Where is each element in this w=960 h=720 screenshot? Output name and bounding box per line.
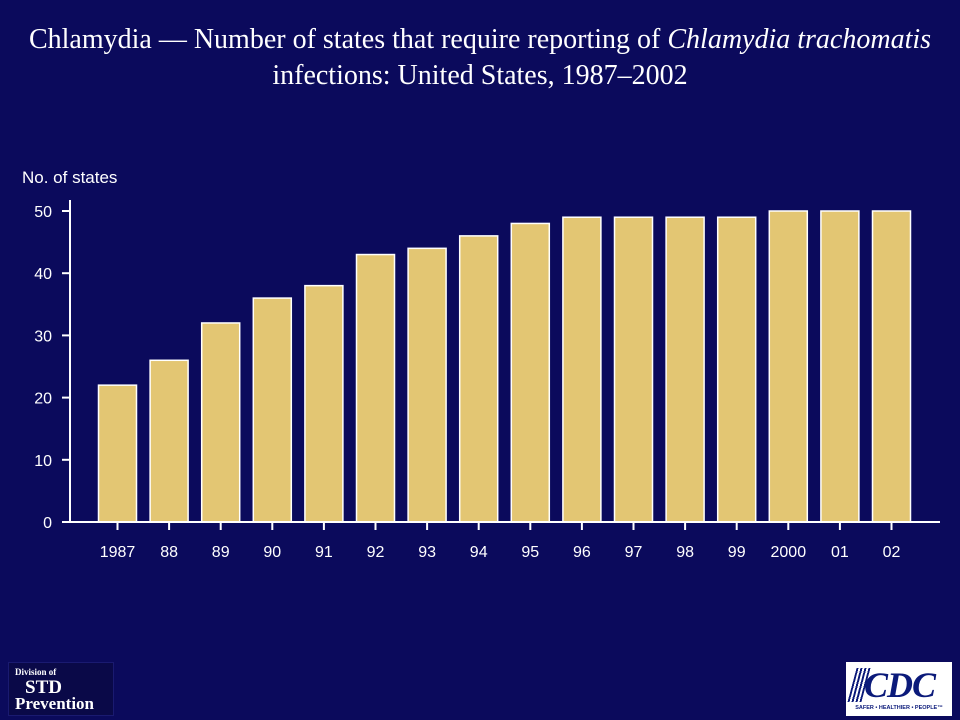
x-tick-label-95: 95	[521, 544, 539, 561]
bar-98	[665, 216, 705, 523]
x-tick-label-2000: 2000	[771, 544, 807, 561]
x-tick-label-99: 99	[728, 544, 746, 561]
bar-96	[562, 216, 602, 523]
bar-93	[407, 247, 447, 523]
bar-1987	[97, 384, 138, 523]
x-tick-label-97: 97	[625, 544, 643, 561]
y-tick-label-30: 30	[34, 328, 52, 345]
cdc-logo: CDC SAFER • HEALTHIER • PEOPLE™	[846, 662, 952, 716]
y-tick-label-0: 0	[43, 515, 52, 532]
title-text-1: Chlamydia — Number of states that requir…	[28, 24, 668, 55]
chart-title: Chlamydia — Number of states that requir…	[20, 22, 940, 94]
x-tick-label-96: 96	[573, 544, 591, 561]
x-tick-label-01: 01	[831, 544, 849, 561]
bar-01	[820, 210, 860, 523]
title-text-2: infections: United States, 1987–2002	[272, 60, 688, 91]
bar-91	[304, 284, 344, 523]
logo-line-prevention: Prevention	[15, 694, 95, 713]
bar-94	[458, 235, 499, 523]
x-tick-label-91: 91	[315, 544, 333, 561]
logo-line-std: STD	[25, 677, 62, 698]
bar-99	[716, 216, 757, 523]
bar-88	[149, 359, 189, 523]
bar-89	[200, 322, 241, 523]
x-tick-label-88: 88	[160, 544, 178, 561]
x-tick-label-94: 94	[470, 544, 488, 561]
bar-90	[252, 297, 293, 523]
y-tick-label-40: 40	[34, 266, 52, 283]
x-tick-label-1987: 1987	[100, 544, 136, 561]
x-tick-label-89: 89	[212, 544, 230, 561]
y-tick-label-50: 50	[34, 204, 52, 221]
y-tick-label-10: 10	[34, 453, 52, 470]
y-axis-label: No. of states	[22, 168, 118, 187]
x-tick-label-93: 93	[418, 544, 436, 561]
bar-97	[613, 216, 654, 523]
cdc-tagline: SAFER • HEALTHIER • PEOPLE™	[855, 705, 943, 711]
cdc-logo-text: CDC	[864, 665, 936, 705]
x-tick-label-90: 90	[263, 544, 281, 561]
title-italic-species: Chlamydia trachomatis	[667, 24, 932, 55]
x-tick-label-92: 92	[367, 544, 385, 561]
std-prevention-logo: Division of STD Prevention	[8, 662, 114, 716]
logo-line-division: Division of	[15, 667, 57, 677]
x-tick-label-02: 02	[883, 544, 901, 561]
bar-2000	[768, 210, 809, 523]
bar-95	[510, 222, 551, 523]
x-tick-label-98: 98	[676, 544, 694, 561]
bar-02	[871, 210, 912, 523]
y-tick-label-20: 20	[34, 391, 52, 408]
bar-92	[355, 253, 396, 523]
